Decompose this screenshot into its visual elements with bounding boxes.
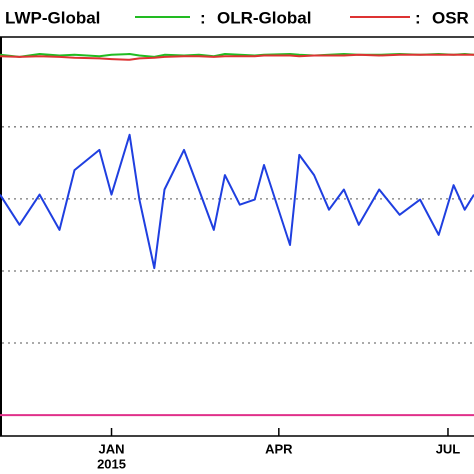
x-tick-label: JAN bbox=[99, 441, 125, 456]
x-tick-label: APR bbox=[265, 441, 293, 456]
series-line bbox=[0, 53, 474, 61]
series-line bbox=[0, 133, 474, 270]
legend-label: LWP-Global bbox=[5, 8, 100, 27]
x-tick-label: JUL bbox=[436, 441, 461, 456]
legend-separator: : bbox=[200, 8, 206, 27]
legend-label: OSR bbox=[432, 8, 469, 27]
x-year-label: 2015 bbox=[97, 456, 126, 471]
legend-separator: : bbox=[415, 8, 421, 27]
legend-label: OLR-Global bbox=[217, 8, 311, 27]
